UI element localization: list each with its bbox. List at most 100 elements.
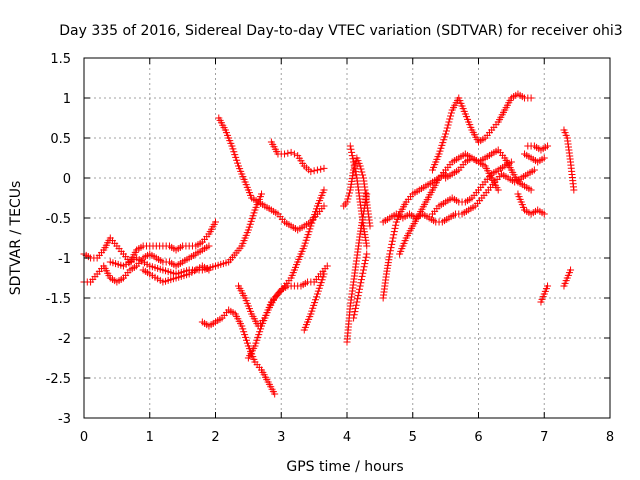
data-point-plus [310, 167, 318, 175]
data-point-plus [390, 231, 398, 239]
data-point-plus [314, 287, 322, 295]
data-point-plus [242, 336, 250, 344]
y-tick-label: 1.5 [50, 52, 71, 67]
series-arc-b [80, 242, 213, 286]
y-tick-label: -2 [58, 332, 71, 347]
data-point-plus [251, 342, 259, 350]
data-point-plus [437, 144, 445, 152]
data-point-plus [444, 121, 452, 129]
data-point-plus [544, 282, 552, 290]
data-point-plus [312, 296, 320, 304]
y-tick-label: 0.5 [50, 132, 71, 147]
series-arc-p [379, 166, 538, 226]
data-point-plus [348, 152, 356, 160]
data-point-plus [442, 130, 450, 138]
data-point-plus [307, 310, 315, 318]
data-point-plus [228, 142, 236, 150]
data-point-plus [231, 151, 239, 159]
data-point-plus [527, 186, 535, 194]
data-point-plus [300, 242, 308, 250]
data-point-plus [447, 112, 455, 120]
x-axis-label: GPS time / hours [286, 459, 403, 475]
x-tick-label: 8 [606, 430, 614, 445]
data-point-plus [240, 328, 248, 336]
data-point-plus [244, 226, 252, 234]
series-arc-t [442, 154, 502, 194]
data-point-plus [388, 240, 396, 248]
data-point-plus [205, 266, 213, 274]
data-point-plus [390, 228, 398, 236]
data-point-plus [359, 269, 367, 277]
data-point-plus [352, 171, 360, 179]
data-point-plus [388, 237, 396, 245]
data-point-plus [361, 260, 369, 268]
data-point-plus [344, 195, 352, 203]
data-point-plus [320, 164, 328, 172]
data-point-plus [255, 331, 263, 339]
data-point-plus [386, 247, 394, 255]
data-point-plus [527, 94, 535, 102]
data-point-plus [245, 223, 253, 231]
data-point-plus [345, 192, 353, 200]
data-point-plus [359, 171, 367, 179]
data-point-plus [441, 133, 449, 141]
series-arc-o [379, 170, 450, 302]
series-arc-u [514, 190, 548, 218]
data-point-plus [312, 205, 320, 213]
data-point-plus [445, 118, 453, 126]
y-tick-label: -0.5 [46, 212, 71, 227]
data-point-plus [318, 276, 326, 284]
data-point-plus [239, 325, 247, 333]
data-point-plus [303, 233, 311, 241]
data-point-plus [357, 279, 365, 287]
data-point-plus [317, 165, 325, 173]
data-point-plus [246, 220, 254, 228]
x-tick-label: 4 [343, 430, 351, 445]
data-point-plus [362, 253, 370, 261]
data-point-plus [256, 328, 264, 336]
data-point-plus [354, 295, 362, 303]
data-point-plus [317, 279, 325, 287]
series-arc-a [80, 218, 219, 266]
data-point-plus [494, 186, 502, 194]
data-point-plus [307, 168, 315, 176]
data-point-plus [315, 284, 323, 292]
data-point-plus [247, 217, 255, 225]
data-point-plus [284, 149, 292, 157]
data-point-plus [230, 148, 238, 156]
data-point-plus [356, 282, 364, 290]
data-point-plus [540, 210, 548, 218]
data-point-plus [308, 307, 316, 315]
data-point-plus [570, 186, 578, 194]
data-point-plus [242, 333, 250, 341]
series-arc-y [560, 126, 578, 194]
data-point-plus [356, 162, 364, 170]
data-point-plus [309, 304, 317, 312]
data-point-plus [350, 311, 358, 319]
y-tick-label: -1 [58, 252, 71, 267]
data-point-plus [440, 136, 448, 144]
data-point-plus [205, 242, 213, 250]
data-point-plus [442, 127, 450, 135]
data-point-plus [567, 266, 575, 274]
data-point-plus [361, 256, 369, 264]
x-tick-label: 5 [409, 430, 417, 445]
data-point-plus [530, 166, 538, 174]
series-arc-d [139, 262, 213, 286]
series-arc-v [521, 150, 548, 166]
data-point-plus [446, 115, 454, 123]
data-point-plus [302, 236, 310, 244]
y-axis-label: SDTVAR / TECUs [8, 181, 24, 296]
data-point-plus [357, 165, 365, 173]
data-point-plus [360, 263, 368, 271]
data-point-plus [310, 301, 318, 309]
data-point-plus [252, 339, 260, 347]
data-point-plus [357, 276, 365, 284]
data-point-plus [386, 250, 394, 258]
data-point-plus [248, 215, 256, 223]
data-point-plus [354, 292, 362, 300]
data-point-plus [311, 299, 319, 307]
axis-ticks: 0 1 2 3 4 5 6 7 8 -3 -2.5 -2 -1.5 -1 -0.5 0 0.5 1 1.5 [46, 52, 615, 445]
data-point-plus [349, 155, 357, 163]
